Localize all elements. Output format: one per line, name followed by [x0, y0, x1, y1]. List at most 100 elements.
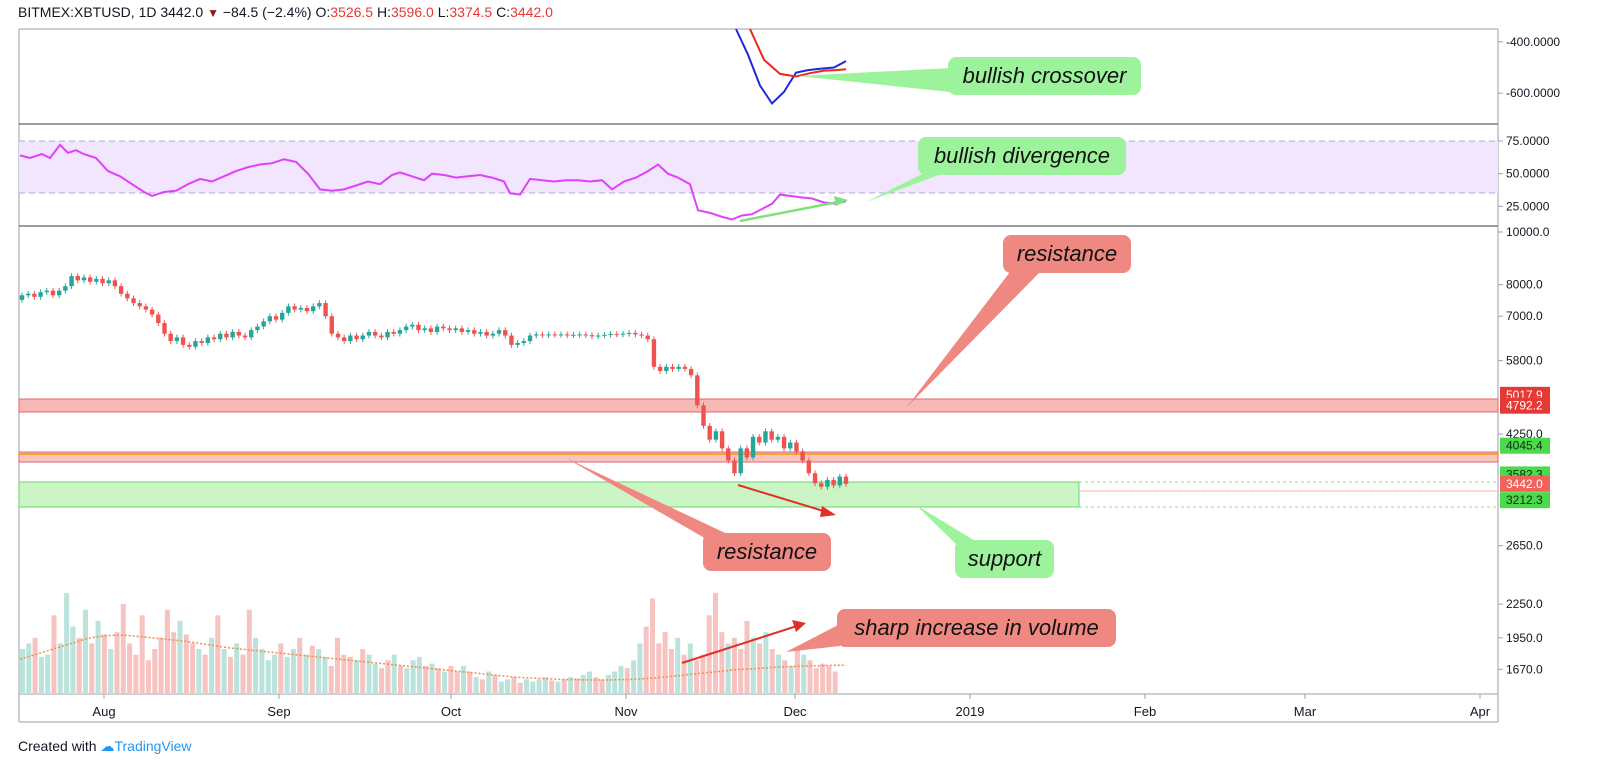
candle [527, 335, 533, 342]
volume-bar [479, 679, 485, 694]
axis-tick-label: 25.0000 [1506, 199, 1550, 213]
axis-tick-label: 2650.0 [1506, 539, 1543, 553]
candle [657, 366, 663, 372]
last-price: 3442.0 [160, 4, 204, 20]
volume-bar [826, 665, 832, 694]
candle [484, 331, 489, 336]
volume-bar [360, 649, 366, 694]
candle [397, 330, 403, 334]
candle [317, 303, 322, 307]
candle [236, 331, 242, 336]
candle [478, 331, 483, 334]
candle [137, 303, 142, 307]
candle [44, 290, 49, 293]
volume-bar [38, 656, 44, 694]
volume-bar [769, 649, 775, 694]
volume-bar [290, 649, 296, 694]
bullish-divergence-callout: bullish divergence [918, 137, 1126, 175]
volume-bar [694, 660, 700, 694]
candle [589, 335, 595, 337]
volume-bar [70, 626, 76, 694]
volume-bar [744, 620, 750, 694]
candle [218, 333, 223, 340]
volume-bar [574, 678, 580, 694]
candle [416, 324, 421, 331]
time-tick-label: 2019 [956, 704, 985, 719]
axis-tick-label: -600.0000 [1506, 86, 1560, 100]
candle [769, 431, 774, 440]
tradingview-logo-icon: ☁ [100, 738, 115, 754]
volume-bar [240, 654, 246, 694]
volume-bar [486, 671, 492, 694]
volume-ma-line [19, 634, 846, 681]
candle [131, 298, 136, 304]
candle [75, 276, 80, 281]
candle [465, 330, 471, 332]
volume-bar [83, 609, 88, 694]
volume-bar [668, 649, 674, 694]
volume-bar [662, 632, 668, 694]
footer-credit: Created with ☁TradingView [18, 738, 192, 755]
signal-line [749, 28, 847, 78]
volume-bar [801, 654, 807, 694]
volume-bar [76, 637, 82, 694]
candle [775, 436, 781, 440]
volume-bar [152, 649, 158, 694]
volume-bar [776, 654, 781, 694]
volume-bar [687, 643, 693, 694]
volume-bar [599, 679, 605, 694]
candle [298, 307, 303, 310]
price-tag-label: 4792.2 [1506, 399, 1543, 413]
candle [230, 331, 235, 338]
candle [205, 337, 211, 343]
volume-bar [473, 677, 479, 694]
volume-bar [561, 679, 567, 694]
price-tag [1500, 437, 1550, 454]
candle [329, 316, 334, 334]
candle [193, 341, 198, 347]
axis-tick-label: 4250.0 [1506, 427, 1543, 441]
axis-tick-label: 7000.0 [1506, 309, 1543, 323]
volume-bar [605, 674, 611, 694]
volume-bar [221, 649, 227, 694]
rsi-band [19, 141, 1498, 193]
macd-line [735, 28, 847, 106]
volume-bar [398, 665, 403, 694]
candle [664, 366, 669, 372]
candle [174, 337, 180, 342]
volume-bar [435, 668, 441, 694]
candle [224, 333, 229, 338]
volume-bar [171, 632, 177, 694]
crossover-pointer [798, 68, 950, 92]
tradingview-brand[interactable]: TradingView [114, 738, 192, 754]
volume-bar [511, 677, 517, 694]
volume-bar [416, 656, 422, 694]
candle [639, 334, 644, 336]
candle [534, 334, 539, 336]
support-callout: support [955, 540, 1054, 578]
volume-bar [763, 632, 769, 694]
volume-bar [643, 626, 649, 694]
candle [354, 335, 359, 340]
time-tick-label: Oct [441, 704, 462, 719]
axis-tick-label: 2250.0 [1506, 597, 1543, 611]
candle [410, 324, 415, 327]
candle [242, 335, 248, 338]
volume-bar [335, 637, 340, 694]
volume-bar [713, 592, 718, 694]
volume-bar [316, 649, 322, 694]
candle [552, 334, 558, 336]
volume-bar [278, 643, 284, 694]
volume-bar [492, 674, 498, 694]
volume-bar [89, 643, 95, 694]
candle [812, 473, 818, 484]
candle [304, 307, 310, 312]
volume-bar [265, 660, 271, 694]
volume-bar [139, 615, 145, 694]
candle [38, 292, 43, 297]
candle [459, 328, 465, 332]
candle [496, 330, 502, 334]
candle [106, 280, 111, 284]
candle [633, 333, 638, 335]
